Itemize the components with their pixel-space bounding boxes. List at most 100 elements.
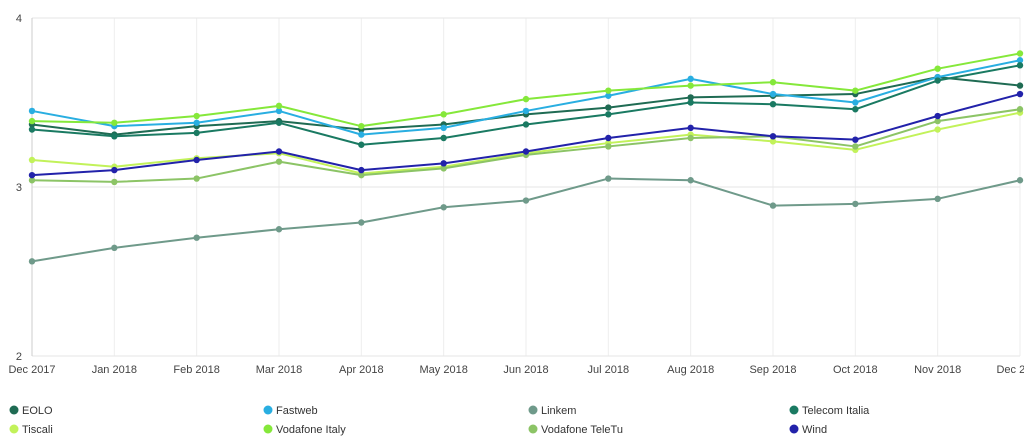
data-point: [1016, 82, 1024, 89]
data-point: [769, 202, 777, 209]
data-point: [1016, 50, 1024, 57]
legend-marker: [789, 405, 799, 415]
data-point: [1016, 90, 1024, 98]
data-point: [934, 77, 941, 84]
x-tick-label: Jan 2018: [92, 364, 137, 376]
series-group: [28, 50, 1024, 130]
data-point: [852, 200, 859, 208]
data-point: [193, 156, 200, 164]
legend-label: EOLO: [22, 405, 53, 417]
data-point: [28, 156, 36, 164]
data-point: [687, 82, 694, 89]
data-point: [852, 99, 859, 106]
x-tick-label: Apr 2018: [339, 364, 384, 376]
legend-item[interactable]: Vodafone TeleTu: [528, 424, 623, 436]
data-point: [687, 99, 694, 106]
data-point: [605, 175, 612, 182]
legend-marker: [528, 424, 538, 434]
x-tick-label: May 2018: [420, 364, 468, 376]
data-point: [852, 106, 859, 113]
legend-item[interactable]: Linkem: [528, 405, 577, 417]
data-point: [193, 129, 200, 137]
data-point: [111, 178, 118, 186]
data-point: [28, 171, 36, 179]
data-point: [1016, 106, 1024, 113]
data-point: [769, 133, 777, 140]
legend-item[interactable]: EOLO: [9, 405, 54, 417]
data-point: [440, 160, 447, 167]
legend-item[interactable]: Wind: [789, 424, 828, 436]
legend-item[interactable]: Fastweb: [263, 405, 318, 417]
data-point: [605, 143, 612, 150]
legend-marker: [263, 405, 273, 415]
data-point: [934, 65, 941, 72]
x-tick-label: Mar 2018: [256, 364, 302, 376]
data-point: [28, 177, 36, 184]
data-point: [522, 95, 530, 103]
x-tick-label: Aug 2018: [667, 364, 714, 376]
data-point: [522, 107, 530, 115]
data-point: [275, 102, 283, 110]
x-tick-label: Oct 2018: [833, 364, 878, 376]
data-point: [358, 141, 365, 148]
data-point: [440, 165, 447, 172]
data-point: [193, 119, 200, 126]
data-point: [28, 107, 36, 115]
grid: [31, 17, 1021, 357]
data-point: [28, 126, 36, 133]
data-point: [275, 148, 283, 155]
data-point: [852, 136, 859, 143]
legend-marker: [9, 424, 19, 434]
data-point: [275, 158, 283, 165]
y-tick-label: 2: [16, 351, 22, 363]
data-point: [193, 112, 200, 120]
x-tick-label: Sep 2018: [749, 364, 796, 376]
legend-marker: [528, 405, 538, 415]
axes: 2 3 4 Dec 2017 Jan 2018 Feb 2018 Mar 2018 Apr 2…: [8, 13, 1024, 376]
data-point: [769, 79, 777, 86]
data-point: [934, 112, 941, 120]
legend-item[interactable]: Telecom Italia: [789, 405, 871, 417]
x-tick-label: Nov 2018: [914, 364, 961, 376]
data-point: [111, 244, 118, 252]
data-point: [1016, 62, 1024, 69]
x-tick-label: Feb 2018: [173, 364, 219, 376]
data-point: [111, 133, 118, 140]
legend-label: Vodafone TeleTu: [541, 424, 623, 436]
data-point: [605, 111, 612, 118]
data-point: [522, 197, 530, 204]
legend-label: Tiscali: [22, 424, 53, 436]
x-tick-label: Dec 2017: [8, 364, 55, 376]
data-point: [440, 134, 447, 142]
data-point: [769, 90, 777, 98]
data-point: [769, 138, 777, 145]
data-point: [275, 107, 283, 115]
data-point: [358, 166, 365, 174]
data-point: [605, 87, 612, 94]
data-point: [358, 219, 365, 226]
legend-label: Telecom Italia: [802, 405, 870, 417]
x-tick-label: Jun 2018: [503, 364, 548, 376]
legend-marker: [263, 424, 273, 434]
data-point: [440, 111, 447, 118]
legend: EOLO Fastweb Linkem Telecom Italia Tiscali Vo…: [9, 405, 871, 436]
data-point: [605, 134, 612, 142]
data-point: [440, 204, 447, 211]
legend-label: Fastweb: [276, 405, 318, 417]
data-point: [852, 87, 859, 94]
data-point: [275, 119, 283, 126]
y-tick-label: 3: [16, 182, 22, 194]
x-tick-label: Dec 2018: [996, 364, 1024, 376]
data-point: [769, 100, 777, 108]
legend-marker: [789, 424, 799, 434]
data-point: [440, 124, 447, 132]
data-point: [687, 124, 694, 132]
data-point: [687, 134, 694, 142]
series-group: [28, 175, 1024, 265]
series: [28, 50, 1024, 265]
legend-item[interactable]: Tiscali: [9, 424, 53, 436]
data-point: [605, 104, 612, 111]
legend-item[interactable]: Vodafone Italy: [263, 424, 347, 436]
data-point: [934, 126, 941, 133]
